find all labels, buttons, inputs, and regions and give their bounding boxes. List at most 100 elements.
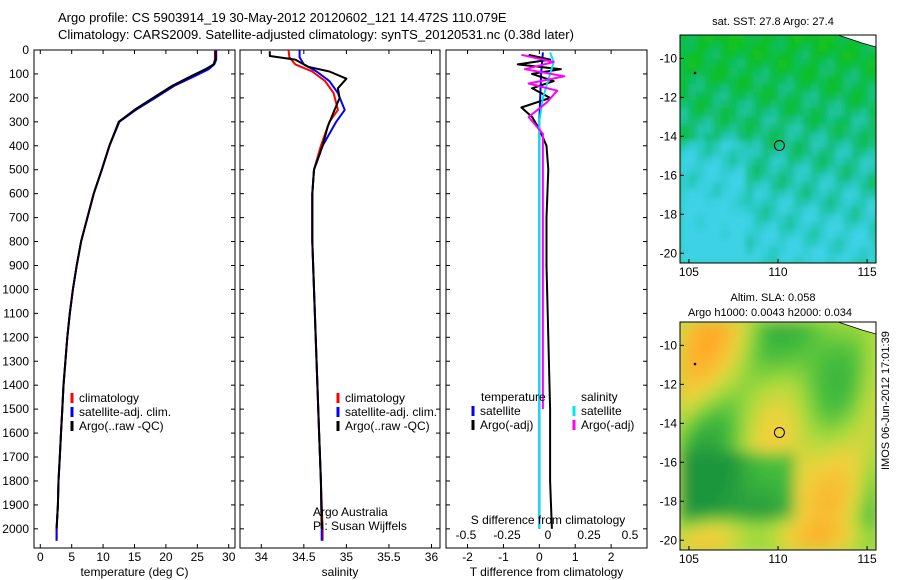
map-cell [851, 75, 861, 85]
map-cell [786, 35, 795, 44]
map-cell [769, 149, 779, 158]
map-cell [786, 338, 795, 347]
map-cell [851, 541, 861, 550]
map-cell [761, 395, 771, 404]
map-cell [729, 468, 738, 478]
map-cell [712, 165, 722, 174]
map-cell [835, 501, 844, 510]
legend-label: climatology [345, 391, 405, 405]
x-tick-label: 2 [608, 550, 615, 564]
map-cell [769, 330, 779, 339]
map-cell [802, 83, 812, 93]
map-cell [720, 370, 730, 380]
map-cell [818, 395, 828, 404]
map-cell [769, 387, 779, 396]
map-cell [688, 124, 697, 134]
map-cell [810, 387, 820, 396]
map-cell [696, 254, 706, 263]
map-cell [835, 108, 844, 117]
map-cell [704, 346, 714, 356]
map-cell [843, 116, 853, 126]
y-tick-label: -18 [660, 207, 678, 221]
map-cell [778, 541, 787, 550]
x-tick-label: 34.5 [292, 550, 316, 564]
map-cell [843, 395, 853, 404]
map-cell [851, 452, 861, 461]
map-cell [859, 452, 869, 461]
map-cell [827, 83, 836, 93]
map-cell [704, 427, 714, 437]
map-cell [867, 346, 876, 356]
map-cell [696, 116, 706, 126]
map-cell [786, 132, 795, 142]
map-cell [680, 419, 689, 429]
map-cell [827, 140, 836, 150]
map-cell [704, 206, 714, 215]
map-cell [696, 149, 706, 158]
map-cell [859, 354, 869, 364]
map-cell [729, 525, 738, 535]
map-cell [761, 338, 771, 347]
y-tick-label: -12 [660, 377, 678, 391]
x-tick-label: 36 [425, 550, 439, 564]
map-cell [696, 108, 706, 117]
map-cell [835, 370, 844, 380]
map-cell [720, 132, 730, 142]
map-cell [810, 206, 820, 215]
map-cell [827, 75, 836, 85]
map-cell [704, 387, 714, 396]
map-cell [835, 362, 844, 372]
map-cell [720, 452, 730, 461]
y-tick-label: 1500 [2, 402, 29, 416]
map-cell [737, 83, 746, 93]
map-cell [835, 254, 844, 263]
map-cell [696, 419, 706, 429]
map-cell [851, 354, 861, 364]
map-cell [753, 173, 763, 183]
map-cell [769, 165, 779, 174]
y-tick-label: 1900 [2, 498, 29, 512]
map-cell [827, 354, 836, 364]
map-cell [835, 468, 844, 478]
map-cell [810, 43, 820, 52]
map-cell [704, 436, 714, 445]
map-cell [802, 246, 812, 256]
map-cell [753, 43, 763, 52]
map-cell [761, 533, 771, 543]
map-cell [827, 370, 836, 380]
map-cell [867, 533, 876, 543]
map-cell [794, 517, 804, 527]
map-cell [688, 338, 697, 347]
map-cell [802, 67, 812, 77]
map-cell [745, 403, 755, 413]
map-cell [778, 116, 787, 126]
map-cell [737, 230, 746, 240]
map-cell [712, 35, 722, 44]
map-cell [843, 468, 853, 478]
map-cell [786, 403, 795, 413]
map-cell [704, 157, 714, 166]
map-cell [696, 444, 706, 453]
map-cell [786, 100, 795, 109]
map-cell [729, 330, 738, 339]
map-cell [786, 484, 795, 494]
map-cell [827, 484, 836, 494]
map-cell [859, 214, 869, 223]
map-cell [761, 541, 771, 550]
map-cell [818, 92, 828, 101]
map-cell [737, 419, 746, 429]
map-cell [794, 476, 804, 486]
map-cell [818, 517, 828, 527]
map-cell [843, 157, 853, 166]
map-cell [680, 509, 689, 518]
map-cell [843, 67, 853, 77]
map-cell [745, 452, 755, 461]
map-cell [753, 35, 763, 44]
x-tick-label: 110 [768, 265, 787, 279]
map-cell [696, 379, 706, 388]
map-cell [680, 541, 689, 550]
map-cell [729, 140, 738, 150]
map-title: Altim. SLA: 0.058 [731, 292, 816, 304]
map-cell [696, 427, 706, 437]
map-cell [737, 330, 746, 339]
